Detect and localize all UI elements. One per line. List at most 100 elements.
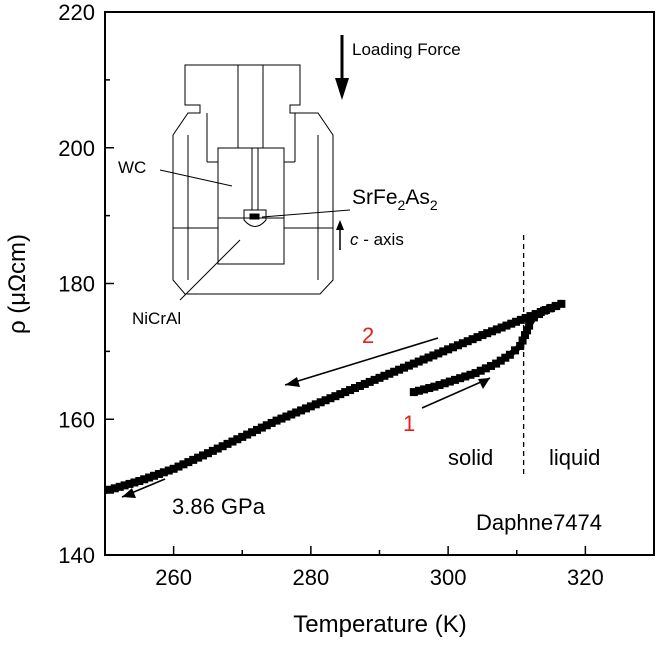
- data-point: [420, 385, 429, 394]
- sample-name-part1: SrFe: [352, 186, 398, 209]
- data-point: [243, 430, 252, 439]
- data-point: [501, 353, 510, 362]
- data-point: [350, 384, 359, 393]
- data-point: [238, 432, 247, 441]
- data-point: [409, 388, 418, 397]
- cooling-arrow-2: [284, 337, 439, 386]
- pressure-label: 3.86 GPa: [172, 494, 266, 519]
- data-point: [135, 477, 144, 486]
- data-point: [145, 473, 154, 482]
- data-point: [487, 361, 496, 370]
- data-point: [277, 414, 286, 423]
- data-point: [267, 418, 276, 427]
- data-point: [208, 446, 217, 455]
- data-point: [468, 335, 477, 344]
- data-point: [507, 319, 516, 328]
- data-point: [189, 455, 198, 464]
- data-point: [502, 321, 511, 330]
- data-point: [223, 439, 232, 448]
- sample-sub-1: 2: [398, 197, 406, 213]
- sample-pointer: [261, 209, 351, 218]
- data-point: [414, 357, 423, 366]
- x-tick-label: 260: [155, 565, 192, 590]
- data-point: [169, 464, 178, 473]
- data-point: [414, 386, 423, 395]
- data-point: [425, 384, 434, 393]
- data-point: [531, 310, 540, 319]
- data-point: [523, 326, 532, 335]
- data-point: [341, 388, 350, 397]
- nicral-label: NiCrAl: [132, 309, 181, 328]
- x-axis-title: Temperature (K): [293, 611, 466, 638]
- sample-label: SrFe2As2: [352, 186, 438, 213]
- data-point: [125, 479, 134, 488]
- data-point: [390, 367, 399, 376]
- data-point: [203, 449, 212, 458]
- data-point: [282, 412, 291, 421]
- y-axis-title: ρ (μΩcm): [4, 234, 31, 334]
- cell-wc-anvil: [217, 147, 285, 265]
- c-axis-label: c - axis: [350, 230, 404, 249]
- cooling-arrow-3-86-head: [122, 488, 136, 498]
- label-1: 1: [403, 411, 415, 436]
- data-point: [520, 331, 529, 340]
- data-series: [104, 299, 566, 495]
- data-point: [496, 356, 505, 365]
- data-point: [449, 343, 458, 352]
- data-point: [516, 341, 525, 350]
- y-tick-label: 160: [58, 407, 95, 432]
- c-axis-italic: c: [350, 230, 359, 249]
- data-point: [445, 377, 454, 386]
- data-point: [450, 375, 459, 384]
- data-point: [248, 428, 257, 437]
- data-point: [213, 444, 222, 453]
- data-point: [174, 462, 183, 471]
- data-point: [365, 377, 374, 386]
- data-point: [516, 315, 525, 324]
- data-point: [505, 350, 514, 359]
- data-point: [326, 394, 335, 403]
- data-point: [360, 379, 369, 388]
- data-point: [115, 482, 124, 491]
- data-point: [257, 423, 266, 432]
- y-tick-label: 200: [58, 136, 95, 161]
- liquid-label: liquid: [549, 445, 600, 470]
- data-point: [476, 366, 485, 375]
- y-tick-label: 140: [58, 543, 95, 568]
- data-point: [483, 329, 492, 338]
- data-point: [557, 299, 566, 308]
- pressure-cell-inset: [159, 64, 351, 301]
- label-2: 2: [362, 323, 374, 348]
- data-point: [179, 460, 188, 469]
- y-tick-label: 220: [58, 0, 95, 25]
- data-point: [458, 339, 467, 348]
- cooling-arrow-2-head: [285, 377, 300, 387]
- data-point: [478, 331, 487, 340]
- data-point: [292, 408, 301, 417]
- data-point: [346, 386, 355, 395]
- data-point: [110, 484, 119, 493]
- sample-sub-2: 2: [430, 197, 438, 213]
- data-point: [218, 442, 227, 451]
- data-point: [400, 363, 409, 372]
- y-tick-label: 180: [58, 272, 95, 297]
- data-point: [301, 404, 310, 413]
- heating-arrow-1: [421, 377, 491, 409]
- data-point: [370, 375, 379, 384]
- data-point: [140, 475, 149, 484]
- data-point: [419, 355, 428, 364]
- x-tick-label: 280: [293, 565, 330, 590]
- c-axis-arrow-head: [336, 220, 344, 230]
- data-point: [463, 337, 472, 346]
- data-point: [456, 374, 465, 383]
- data-point: [164, 466, 173, 475]
- axis-ticks: [104, 11, 655, 556]
- loading-force-arrow-head: [335, 78, 349, 100]
- data-point: [409, 359, 418, 368]
- data-point: [233, 435, 242, 444]
- data-point: [444, 345, 453, 354]
- wc-label: WC: [118, 158, 146, 177]
- data-point: [453, 341, 462, 350]
- data-point: [311, 400, 320, 409]
